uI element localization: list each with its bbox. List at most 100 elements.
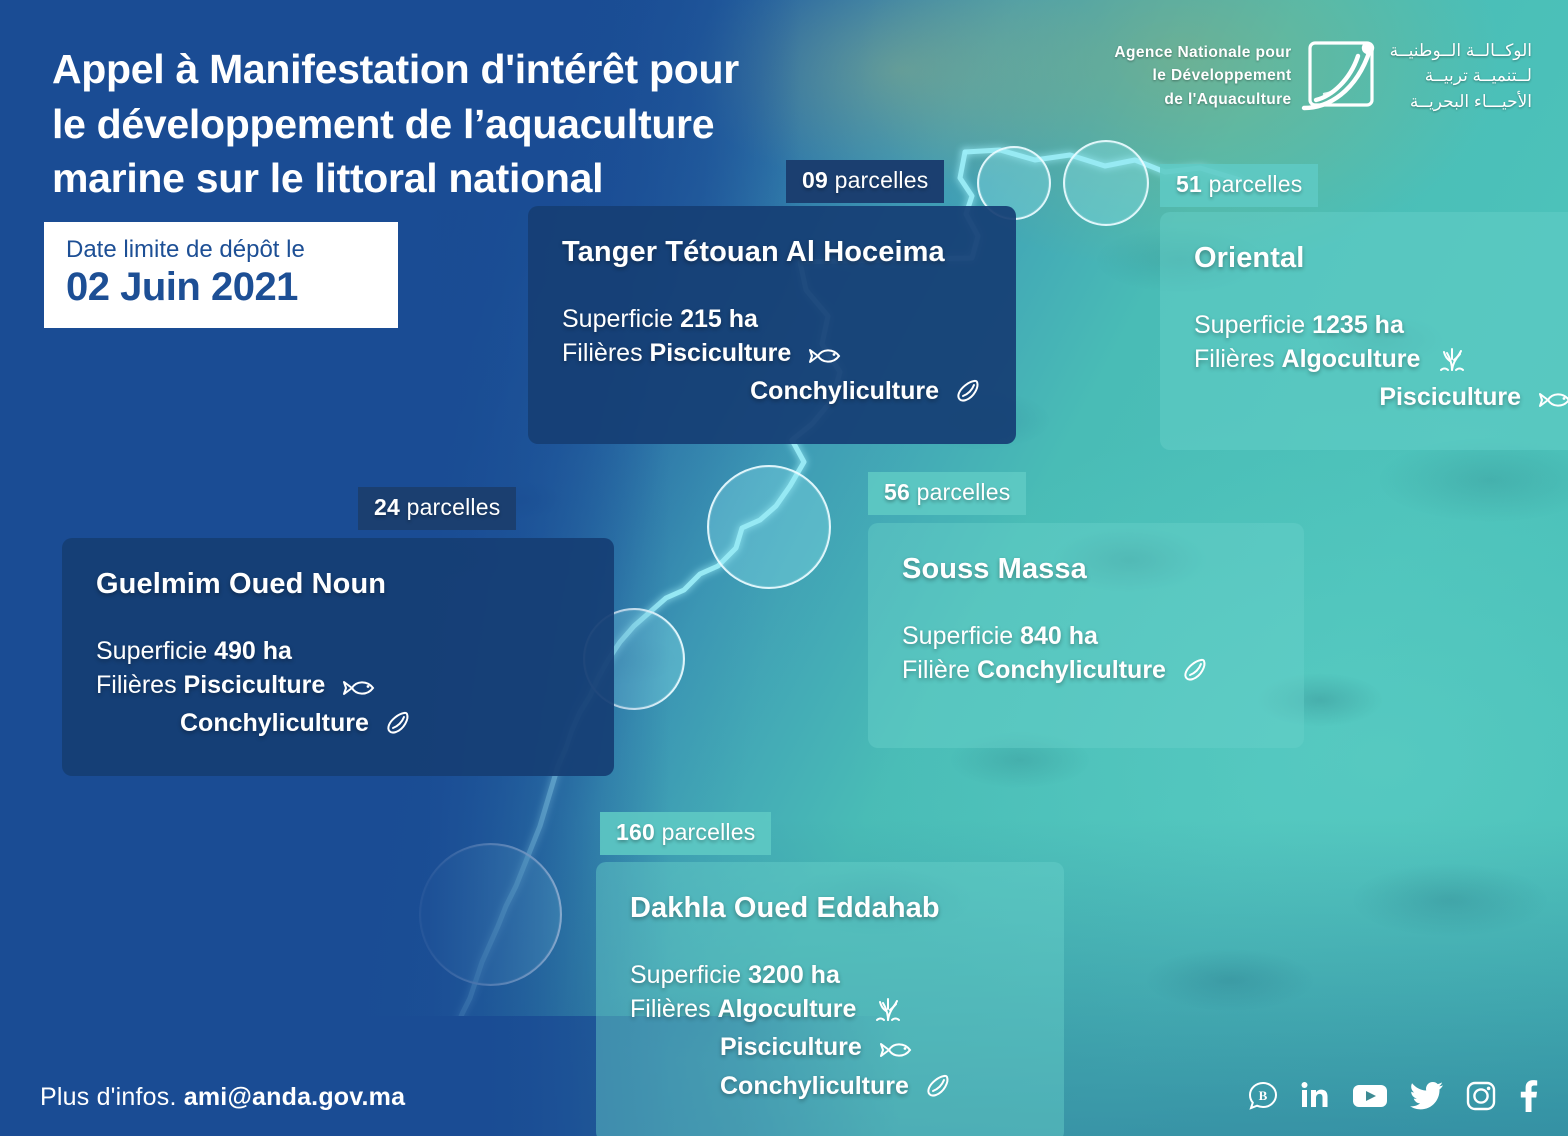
parcelles-label: parcelles bbox=[916, 479, 1011, 505]
footer-info-label: Plus d'infos. bbox=[40, 1083, 177, 1111]
superficie-label: Superficie bbox=[562, 305, 674, 333]
region-filiere-row: Conchyliculture bbox=[96, 707, 580, 746]
region-name: Oriental bbox=[1194, 242, 1305, 274]
region-card-souss-massa: Souss Massa Superficie 840 ha Filière Co… bbox=[868, 523, 1304, 748]
region-filiere-row: Filières Algoculture bbox=[1194, 343, 1568, 382]
region-name: Dakhla Oued Eddahab bbox=[630, 892, 940, 924]
footer-email[interactable]: ami@anda.gov.ma bbox=[183, 1083, 406, 1111]
region-card-oriental: Oriental Superficie 1235 ha Filières Alg… bbox=[1160, 212, 1568, 450]
facebook-icon[interactable] bbox=[1518, 1080, 1538, 1112]
seaweed-icon bbox=[873, 996, 903, 1032]
logo-fr-line-2: le Développement bbox=[1152, 67, 1292, 85]
filiere-name: Algoculture bbox=[717, 994, 857, 1023]
filieres-label: Filières bbox=[630, 994, 711, 1023]
top-blue-band bbox=[0, 0, 800, 210]
filiere-name: Conchyliculture bbox=[180, 709, 369, 737]
filieres-label: Filières bbox=[1194, 344, 1275, 373]
filieres-label: Filières bbox=[562, 338, 643, 367]
parcelles-badge-guelmim-oued-noun: 24 parcelles bbox=[358, 487, 517, 530]
logo-ar-line-2: لــتنميــة تربيــة bbox=[1424, 66, 1532, 86]
shell-icon bbox=[956, 378, 982, 414]
parcelles-label: parcelles bbox=[661, 819, 756, 845]
parcelles-count: 09 bbox=[802, 167, 828, 193]
superficie-value: 840 ha bbox=[1020, 622, 1098, 650]
logo-fish-swimmer-icon bbox=[1301, 41, 1374, 111]
fish-icon bbox=[342, 674, 376, 708]
anda-logo: Agence Nationale pour le Développement d… bbox=[1114, 34, 1532, 118]
superficie-label: Superficie bbox=[1194, 311, 1306, 339]
svg-text:B: B bbox=[1259, 1088, 1268, 1103]
superficie-value: 490 ha bbox=[214, 637, 292, 665]
region-superficie: Superficie 840 ha bbox=[902, 620, 1270, 654]
region-card-tanger-tetouan-al-hoceima: Tanger Tétouan Al Hoceima Superficie 215… bbox=[528, 206, 1016, 444]
region-superficie: Superficie 215 ha bbox=[562, 303, 982, 337]
shell-icon bbox=[926, 1073, 952, 1109]
shell-icon bbox=[386, 710, 412, 746]
map-zoom-marker-2 bbox=[1063, 140, 1149, 226]
deadline-date: 02 Juin 2021 bbox=[66, 264, 298, 309]
youtube-icon[interactable] bbox=[1352, 1082, 1388, 1110]
superficie-value: 215 ha bbox=[680, 305, 758, 333]
parcelles-badge-souss-massa: 56 parcelles bbox=[868, 472, 1027, 515]
seaweed-icon bbox=[1437, 346, 1467, 382]
page-title-line-3: marine sur le littoral national bbox=[52, 155, 604, 202]
parcelles-count: 51 bbox=[1176, 171, 1202, 197]
filiere-name: Conchyliculture bbox=[720, 1071, 909, 1100]
deadline-label: Date limite de dépôt le bbox=[66, 236, 305, 263]
superficie-label: Superficie bbox=[902, 622, 1014, 650]
map-zoom-marker-3 bbox=[707, 465, 831, 589]
shell-icon bbox=[1183, 657, 1209, 693]
region-superficie: Superficie 3200 ha bbox=[630, 959, 1030, 993]
filiere-name: Pisciculture bbox=[720, 1033, 862, 1061]
superficie-label: Superficie bbox=[630, 961, 742, 989]
filiere-name: Pisciculture bbox=[183, 670, 326, 699]
logo-arabic-text: الوكــالــة الــوطنيــة لــتنميــة تربيـ… bbox=[1382, 38, 1532, 115]
superficie-label: Superficie bbox=[96, 637, 208, 665]
logo-french-text: Agence Nationale pour le Développement d… bbox=[1114, 41, 1297, 111]
fish-icon bbox=[879, 1036, 913, 1070]
filiere-name: Conchyliculture bbox=[750, 377, 940, 405]
logo-fr-line-1: Agence Nationale pour bbox=[1114, 44, 1292, 62]
region-superficie: Superficie 1235 ha bbox=[1194, 309, 1568, 343]
region-superficie: Superficie 490 ha bbox=[96, 635, 580, 669]
parcelles-count: 24 bbox=[374, 494, 400, 520]
filiere-name: Pisciculture bbox=[1379, 383, 1522, 411]
page-title: Appel à Manifestation d'intérêt pour le … bbox=[52, 42, 812, 206]
filiere-name: Algoculture bbox=[1281, 344, 1421, 373]
region-card-dakhla-oued-eddahab: Dakhla Oued Eddahab Superficie 3200 ha F… bbox=[596, 862, 1064, 1136]
region-filiere-row: Pisciculture bbox=[1194, 381, 1568, 420]
region-filiere-row: Conchyliculture bbox=[562, 375, 982, 414]
parcelles-badge-oriental: 51 parcelles bbox=[1160, 164, 1319, 207]
superficie-value: 1235 ha bbox=[1312, 311, 1404, 339]
filiere-name: Pisciculture bbox=[649, 338, 792, 367]
parcelles-label: parcelles bbox=[834, 167, 929, 193]
parcelles-count: 160 bbox=[616, 819, 655, 845]
filieres-label: Filières bbox=[96, 670, 177, 699]
region-filiere-row: Filières Algoculture bbox=[630, 993, 1030, 1032]
region-filiere-row: Pisciculture bbox=[630, 1031, 1030, 1070]
region-name: Souss Massa bbox=[902, 553, 1087, 585]
twitter-icon[interactable] bbox=[1410, 1081, 1444, 1111]
deadline-box: Date limite de dépôt le 02 Juin 2021 bbox=[44, 222, 398, 328]
bourse-bubble-icon[interactable]: B bbox=[1248, 1081, 1278, 1111]
region-filiere-row: Filières Pisciculture bbox=[96, 669, 580, 708]
logo-ar-line-3: الأحيـــاء البحريــة bbox=[1409, 91, 1532, 111]
parcelles-label: parcelles bbox=[1208, 171, 1303, 197]
page-title-line-1: Appel à Manifestation d'intérêt pour bbox=[52, 46, 739, 92]
parcelles-badge-dakhla-oued-eddahab: 160 parcelles bbox=[600, 812, 772, 855]
filieres-label: Filière bbox=[902, 655, 971, 684]
filiere-name: Conchyliculture bbox=[977, 655, 1166, 684]
parcelles-label: parcelles bbox=[406, 494, 501, 520]
fish-icon bbox=[1538, 386, 1568, 420]
logo-fr-line-3: de l'Aquaculture bbox=[1164, 90, 1292, 108]
page-title-line-2: le développement de l’aquaculture bbox=[52, 100, 715, 147]
linkedin-icon[interactable] bbox=[1300, 1081, 1330, 1111]
region-name: Tanger Tétouan Al Hoceima bbox=[562, 236, 945, 268]
bottom-blue-band bbox=[0, 1016, 900, 1136]
parcelles-count: 56 bbox=[884, 479, 910, 505]
region-name: Guelmim Oued Noun bbox=[96, 568, 387, 600]
region-filiere-row: Conchyliculture bbox=[630, 1070, 1030, 1109]
fish-icon bbox=[808, 342, 842, 376]
instagram-icon[interactable] bbox=[1466, 1081, 1496, 1111]
